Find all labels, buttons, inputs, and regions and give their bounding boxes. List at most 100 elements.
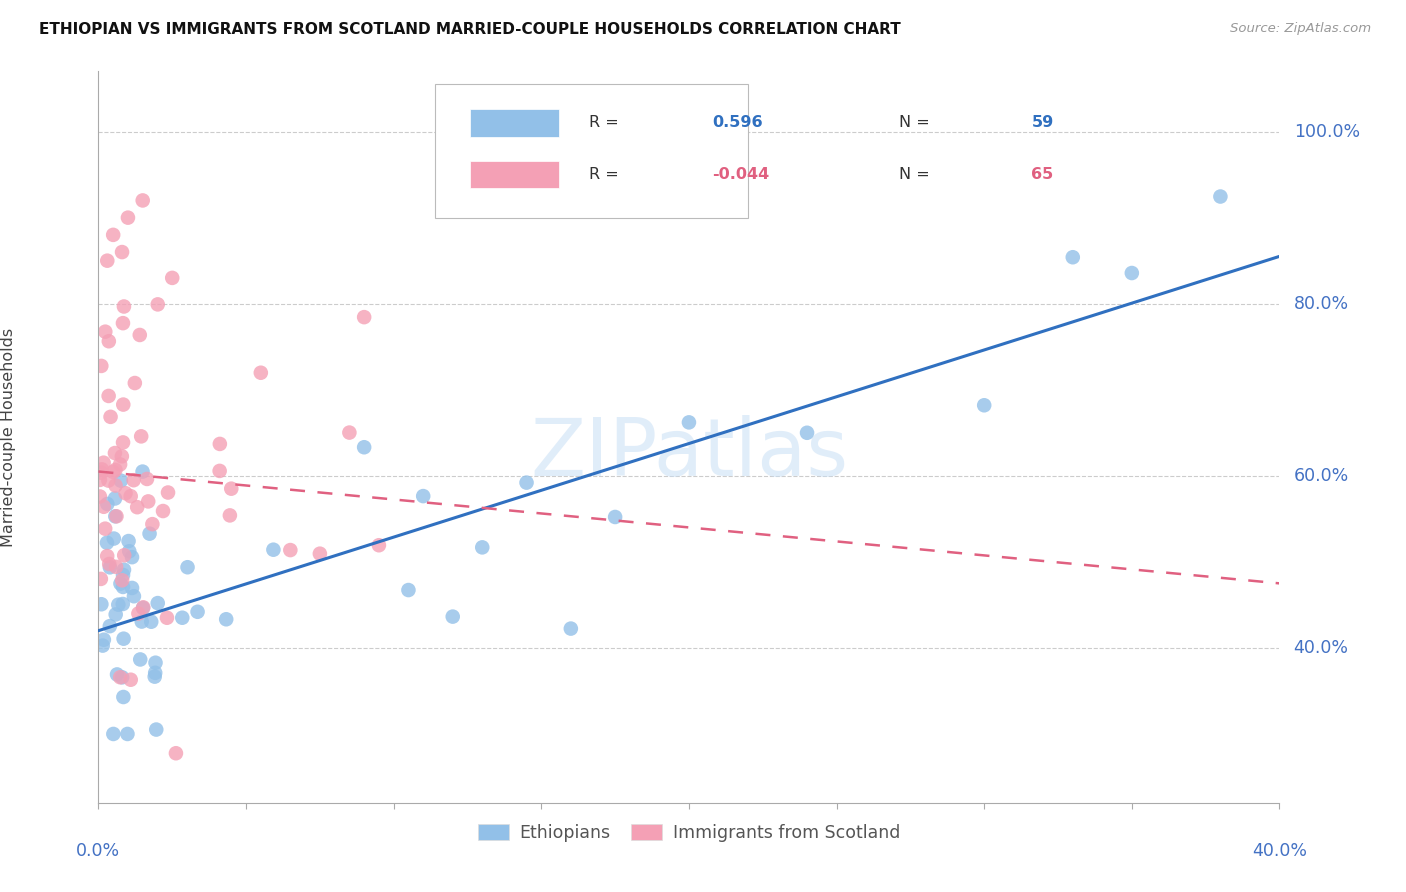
Point bbox=[121, 550, 143, 565]
Point bbox=[103, 465, 125, 479]
Text: Source: ZipAtlas.com: Source: ZipAtlas.com bbox=[1230, 22, 1371, 36]
Bar bbox=[471, 161, 560, 188]
Point bbox=[1062, 250, 1084, 264]
Point bbox=[250, 366, 273, 380]
Point bbox=[215, 612, 238, 626]
Text: Married-couple Households: Married-couple Households bbox=[1, 327, 15, 547]
Point bbox=[104, 446, 127, 460]
Text: 0.0%: 0.0% bbox=[76, 841, 121, 860]
Point bbox=[146, 297, 169, 311]
Point bbox=[111, 580, 134, 594]
Point bbox=[104, 491, 127, 506]
Point bbox=[96, 253, 118, 268]
Point bbox=[973, 398, 995, 412]
Point bbox=[94, 522, 117, 536]
Text: ETHIOPIAN VS IMMIGRANTS FROM SCOTLAND MARRIED-COUPLE HOUSEHOLDS CORRELATION CHAR: ETHIOPIAN VS IMMIGRANTS FROM SCOTLAND MA… bbox=[39, 22, 901, 37]
Point bbox=[124, 376, 146, 390]
Point bbox=[90, 462, 112, 476]
Point bbox=[138, 526, 160, 541]
Point bbox=[131, 465, 153, 479]
Point bbox=[121, 581, 143, 595]
Point bbox=[108, 458, 131, 472]
Point bbox=[112, 690, 135, 704]
Point bbox=[132, 194, 155, 208]
Point bbox=[132, 600, 155, 615]
Point bbox=[103, 727, 125, 741]
Point bbox=[117, 727, 139, 741]
Point bbox=[112, 632, 135, 646]
Point bbox=[98, 560, 121, 574]
Point bbox=[165, 746, 187, 760]
Point bbox=[100, 409, 122, 424]
Point bbox=[560, 622, 582, 636]
Point bbox=[104, 509, 127, 524]
Point bbox=[110, 576, 132, 591]
Point bbox=[112, 398, 135, 412]
Point bbox=[104, 607, 127, 622]
Point bbox=[471, 541, 494, 555]
Point bbox=[111, 316, 134, 330]
Point bbox=[122, 589, 145, 603]
Point bbox=[89, 490, 111, 504]
Point bbox=[97, 389, 120, 403]
Point bbox=[105, 509, 128, 524]
Point bbox=[112, 300, 135, 314]
Point bbox=[112, 549, 135, 563]
Point bbox=[262, 542, 284, 557]
Point bbox=[280, 543, 302, 558]
Point bbox=[117, 534, 139, 549]
Point bbox=[112, 563, 135, 577]
Point bbox=[104, 478, 127, 492]
Point bbox=[112, 568, 135, 582]
Point bbox=[132, 601, 155, 615]
Point bbox=[90, 572, 112, 586]
Point bbox=[104, 463, 127, 477]
Point bbox=[368, 538, 391, 552]
Text: N =: N = bbox=[898, 115, 929, 130]
Point bbox=[1121, 266, 1143, 280]
Point bbox=[103, 227, 125, 242]
Point bbox=[172, 611, 194, 625]
Point bbox=[118, 544, 141, 558]
Point bbox=[141, 615, 163, 629]
Point bbox=[111, 574, 134, 588]
Text: -0.044: -0.044 bbox=[713, 167, 770, 182]
Point bbox=[91, 639, 114, 653]
Point bbox=[187, 605, 209, 619]
Point bbox=[96, 535, 118, 549]
Point bbox=[105, 667, 128, 681]
Point bbox=[111, 670, 134, 684]
Text: R =: R = bbox=[589, 167, 619, 182]
Text: 60.0%: 60.0% bbox=[1294, 467, 1348, 485]
Point bbox=[96, 497, 118, 511]
Point bbox=[105, 559, 128, 574]
Point bbox=[605, 510, 627, 524]
Point bbox=[157, 485, 180, 500]
Point bbox=[111, 245, 134, 260]
Point bbox=[143, 665, 166, 680]
Point bbox=[120, 489, 142, 503]
Text: 0.596: 0.596 bbox=[713, 115, 763, 130]
Point bbox=[796, 425, 818, 440]
Point bbox=[145, 723, 167, 737]
Point bbox=[678, 416, 700, 430]
Point bbox=[218, 508, 240, 523]
Point bbox=[90, 466, 112, 480]
Point bbox=[93, 456, 115, 470]
Legend: Ethiopians, Immigrants from Scotland: Ethiopians, Immigrants from Scotland bbox=[471, 817, 907, 849]
Text: N =: N = bbox=[898, 167, 929, 182]
Point bbox=[131, 615, 153, 629]
Point bbox=[97, 334, 120, 349]
Point bbox=[111, 450, 134, 464]
Point bbox=[96, 549, 118, 563]
Text: 40.0%: 40.0% bbox=[1251, 841, 1308, 860]
Point bbox=[156, 611, 179, 625]
Point bbox=[107, 598, 129, 612]
Point bbox=[208, 437, 231, 451]
Point bbox=[309, 547, 332, 561]
Point bbox=[98, 619, 121, 633]
Point bbox=[129, 652, 152, 666]
Point bbox=[1209, 189, 1232, 203]
Point bbox=[141, 517, 163, 532]
Point bbox=[94, 325, 117, 339]
